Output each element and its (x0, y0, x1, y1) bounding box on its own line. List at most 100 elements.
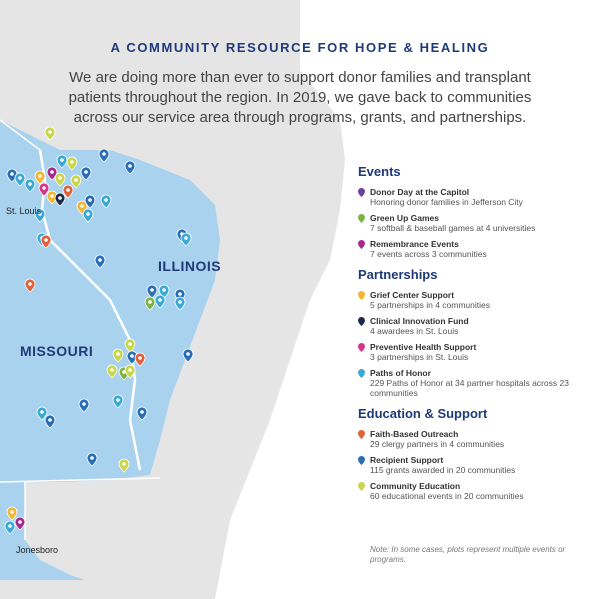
legend-item-desc: 7 softball & baseball games at 4 univers… (370, 223, 536, 233)
legend-item: Donor Day at the Capitol Honoring donor … (358, 187, 583, 207)
legend-item: Paths of Honor 229 Paths of Honor at 34 … (358, 368, 583, 398)
pin-icon (358, 188, 365, 197)
map-pin (56, 154, 68, 169)
legend-item-title: Grief Center Support (370, 290, 455, 300)
map-pin (62, 184, 74, 199)
map-pin (24, 278, 36, 293)
map-pin-center (28, 182, 32, 186)
legend-item-desc: Honoring donor families in Jefferson Cit… (370, 197, 523, 207)
map-pin (112, 348, 124, 363)
map-pin (66, 156, 78, 171)
legend-section-education: Education & Support Faith-Based Outreach… (358, 406, 583, 501)
map-pin-center (60, 158, 64, 162)
map-pin-center (82, 402, 86, 406)
map-pin (94, 254, 106, 269)
legend-item: Community Education 60 educational event… (358, 481, 583, 501)
map-pin (134, 352, 146, 367)
legend-item-title: Paths of Honor (370, 368, 431, 378)
map-pin-center (38, 212, 42, 216)
map-pin-center (90, 456, 94, 460)
map-pin-center (38, 174, 42, 178)
map-pin-center (186, 352, 190, 356)
legend-item-desc: 3 partnerships in St. Louis (370, 352, 469, 362)
map-pin-center (130, 354, 134, 358)
map-pin-center (86, 212, 90, 216)
map-pin-center (28, 282, 32, 286)
legend-item-desc: 4 awardees in St. Louis (370, 326, 459, 336)
legend-item-title: Donor Day at the Capitol (370, 187, 470, 197)
map-pin (14, 172, 26, 187)
legend-item-desc: 5 partnerships in 4 communities (370, 300, 491, 310)
map-pin-center (74, 178, 78, 182)
map-pin-center (84, 170, 88, 174)
map-pin (14, 516, 26, 531)
map-pin-center (88, 198, 92, 202)
map-pin-center (48, 130, 52, 134)
map-pin (54, 192, 66, 207)
legend-item: Grief Center Support 5 partnerships in 4… (358, 290, 583, 310)
pin-icon (358, 317, 365, 326)
legend-item-title: Community Education (370, 481, 461, 491)
map-pin-center (162, 288, 166, 292)
map-pin (106, 364, 118, 379)
map-pin (80, 166, 92, 181)
map-pin (182, 348, 194, 363)
map-pin-center (138, 356, 142, 360)
legend-item: Preventive Health Support 3 partnerships… (358, 342, 583, 362)
map-pin-center (128, 368, 132, 372)
map-pin (124, 160, 136, 175)
map-pin (98, 148, 110, 163)
legend-item-desc: 29 clergy partners in 4 communities (370, 439, 505, 449)
map-pin (86, 452, 98, 467)
map-pin-center (66, 188, 70, 192)
map-pin (54, 172, 66, 187)
legend-item: Green Up Games 7 softball & baseball gam… (358, 213, 583, 233)
map-pin-center (50, 194, 54, 198)
map-pin-center (42, 186, 46, 190)
map-pin (46, 166, 58, 181)
map-pin (78, 398, 90, 413)
state-border-south (0, 477, 161, 483)
legend-item-title: Clinical Innovation Fund (370, 316, 469, 326)
map-pin-center (128, 164, 132, 168)
legend-heading-education: Education & Support (358, 406, 488, 421)
map-pin (144, 296, 156, 311)
map-pin-center (18, 176, 22, 180)
pin-icon (358, 430, 365, 439)
map-pin-center (10, 172, 14, 176)
map-pin-center (178, 292, 182, 296)
map-pin (180, 232, 192, 247)
map-pin (100, 194, 112, 209)
map-pin-center (102, 152, 106, 156)
map-pin-center (140, 410, 144, 414)
map-pin-center (178, 300, 182, 304)
city-label-jonesboro: Jonesboro (16, 545, 59, 555)
map-pin-center (58, 176, 62, 180)
map-pin-center (44, 238, 48, 242)
legend-item-title: Faith-Based Outreach (370, 429, 459, 439)
map-pin-center (116, 398, 120, 402)
map-pin-center (98, 258, 102, 262)
legend-heading-partnerships: Partnerships (358, 267, 438, 282)
map-pin (38, 182, 50, 197)
pin-icon (358, 456, 365, 465)
map-pin (84, 194, 96, 209)
map-pin-center (110, 368, 114, 372)
pin-icon (358, 240, 365, 249)
map-pin (126, 350, 138, 365)
legend-item-title: Recipient Support (370, 455, 444, 465)
map-pin-center (50, 170, 54, 174)
map-pin (46, 190, 58, 205)
map-pin-center (148, 300, 152, 304)
map-pin-center (18, 520, 22, 524)
map-pin (124, 364, 136, 379)
legend-item: Recipient Support 115 grants awarded in … (358, 455, 583, 475)
city-label-st-louis: St. Louis (6, 206, 42, 216)
legend: Events Donor Day at the Capitol Honoring… (358, 164, 583, 509)
map-pin-center (48, 418, 52, 422)
state-label-illinois: ILLINOIS (158, 258, 222, 274)
map-pin (118, 458, 130, 473)
map-pin (40, 234, 52, 249)
map-pin (6, 506, 18, 521)
